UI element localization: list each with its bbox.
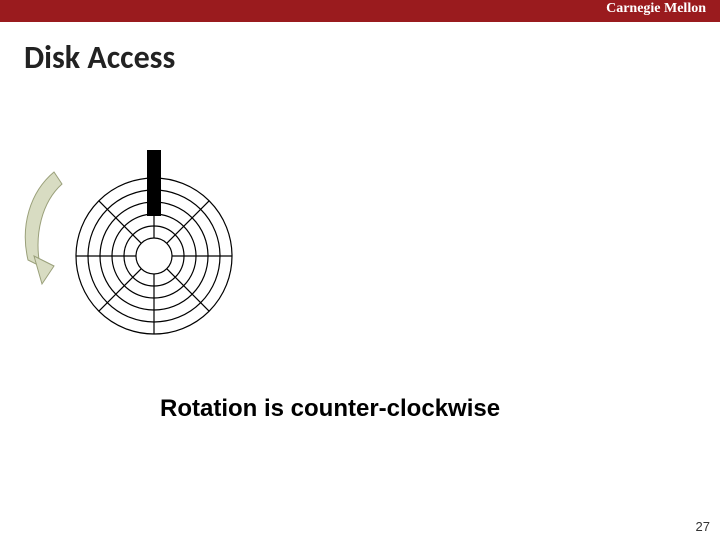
slide-caption: Rotation is counter-clockwise <box>160 395 500 423</box>
header-institution-label: Carnegie Mellon <box>606 1 706 17</box>
page-number: 27 <box>696 519 710 534</box>
slide-title: Disk Access <box>24 38 175 77</box>
disk-diagram <box>24 156 244 346</box>
slide: Carnegie Mellon Disk Access Rotation is … <box>0 0 720 540</box>
disk-head-icon <box>147 150 161 216</box>
rotation-arrow-body <box>25 172 62 266</box>
disk-track <box>136 238 172 274</box>
rotation-arrow-head <box>34 256 54 284</box>
